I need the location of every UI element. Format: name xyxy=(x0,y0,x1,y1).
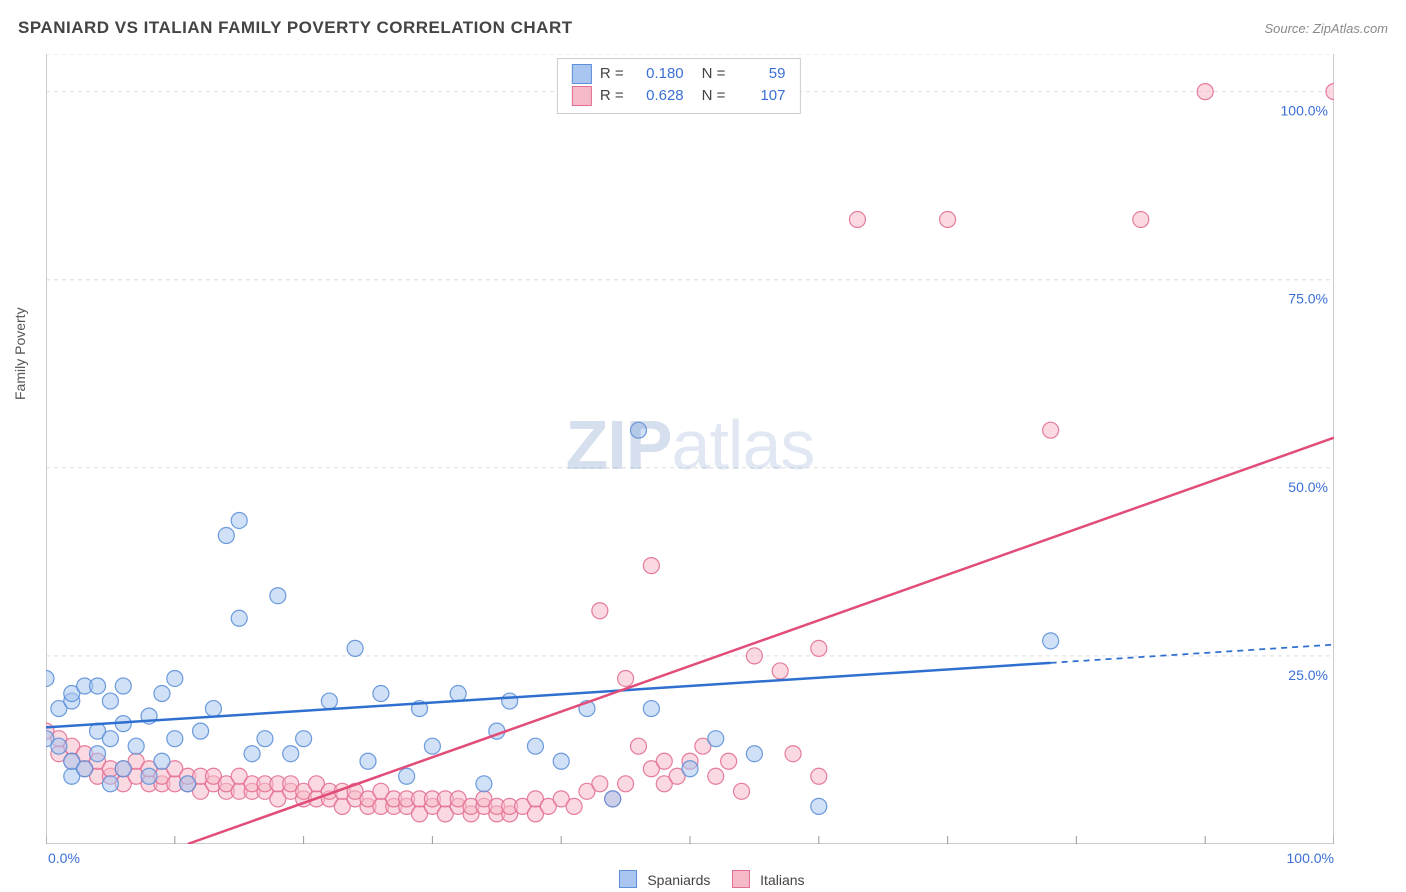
legend-swatch-spaniards xyxy=(619,870,637,888)
n-value-italians: 107 xyxy=(733,85,785,107)
n-value-spaniards: 59 xyxy=(733,63,785,85)
legend-swatch-italians xyxy=(732,870,750,888)
n-label: N = xyxy=(702,63,726,85)
bottom-legend: Spaniards Italians xyxy=(0,870,1406,888)
x-tick-label: 100.0% xyxy=(1274,850,1334,866)
svg-text:75.0%: 75.0% xyxy=(1288,291,1328,307)
legend-label-italians: Italians xyxy=(760,872,804,888)
correlation-stats-box: R = 0.180 N = 59 R = 0.628 N = 107 xyxy=(557,58,801,114)
stats-row-spaniards: R = 0.180 N = 59 xyxy=(572,63,786,85)
r-value-spaniards: 0.180 xyxy=(632,63,684,85)
r-label: R = xyxy=(600,85,624,107)
n-label: N = xyxy=(702,85,726,107)
svg-text:25.0%: 25.0% xyxy=(1288,667,1328,683)
r-value-italians: 0.628 xyxy=(632,85,684,107)
chart-title: SPANIARD VS ITALIAN FAMILY POVERTY CORRE… xyxy=(18,18,573,38)
swatch-spaniards xyxy=(572,64,592,84)
x-tick-label: 0.0% xyxy=(48,850,80,866)
scatter-plot-svg: 25.0% 50.0% 75.0% 100.0% xyxy=(46,54,1334,844)
chart-area: 25.0%50.0%75.0%100.0% ZIPatlas 0.0%100.0… xyxy=(46,54,1334,844)
swatch-italians xyxy=(572,86,592,106)
r-label: R = xyxy=(600,63,624,85)
svg-text:50.0%: 50.0% xyxy=(1288,479,1328,495)
stats-row-italians: R = 0.628 N = 107 xyxy=(572,85,786,107)
svg-text:100.0%: 100.0% xyxy=(1281,103,1328,119)
source-attribution: Source: ZipAtlas.com xyxy=(1264,21,1388,36)
y-axis-label: Family Poverty xyxy=(12,307,28,400)
legend-label-spaniards: Spaniards xyxy=(647,872,710,888)
header-bar: SPANIARD VS ITALIAN FAMILY POVERTY CORRE… xyxy=(18,18,1388,38)
